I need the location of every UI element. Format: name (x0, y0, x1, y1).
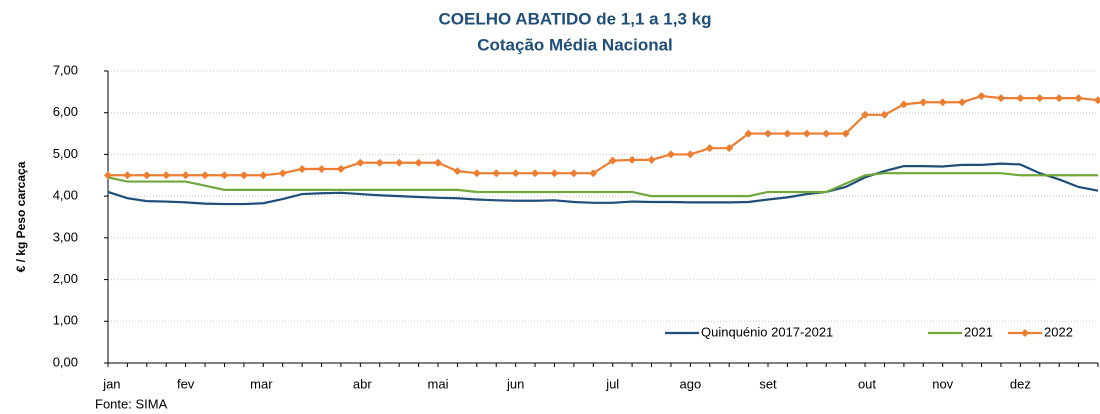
point-marker (472, 169, 481, 178)
point-marker (705, 144, 714, 153)
series-line (107, 172, 1098, 198)
point-marker (1094, 96, 1100, 105)
legend-label: 2022 (1044, 324, 1073, 339)
x-tick-label: mai (428, 376, 449, 391)
y-axis-label: € / kg Peso carcaça (14, 161, 28, 272)
y-tick-label: 5,00 (53, 146, 78, 161)
y-tick-label: 3,00 (53, 229, 78, 244)
point-marker (783, 129, 792, 138)
y-tick-label: 6,00 (53, 104, 78, 119)
point-marker (938, 98, 947, 107)
point-marker (647, 155, 656, 164)
point-marker (569, 169, 578, 178)
point-marker (841, 129, 850, 138)
y-tick-label: 4,00 (53, 188, 78, 203)
point-marker (511, 169, 520, 178)
y-tick-label: 7,00 (53, 62, 78, 77)
x-tick-label: set (759, 376, 777, 391)
point-marker (278, 169, 287, 178)
chart-subtitle: Cotação Média Nacional (477, 35, 673, 54)
x-tick-label: jan (102, 376, 120, 391)
x-tick-label: mar (250, 376, 273, 391)
x-tick-label: fev (177, 376, 195, 391)
point-marker (744, 129, 753, 138)
point-marker (764, 129, 772, 138)
x-tick-label: out (858, 376, 876, 391)
point-marker (958, 98, 967, 107)
point-marker (666, 150, 675, 159)
point-marker (375, 158, 384, 167)
point-marker (453, 167, 462, 176)
legend-label: 2021 (964, 324, 993, 339)
point-marker (492, 169, 501, 178)
x-tick-label: ago (680, 376, 702, 391)
point-marker (1016, 94, 1025, 103)
series-line (108, 94, 1099, 177)
point-marker (880, 110, 889, 119)
point-marker (181, 171, 190, 180)
series-line (107, 162, 1099, 206)
point-marker (686, 150, 695, 159)
point-marker (919, 98, 928, 107)
point-marker (1055, 94, 1064, 103)
point-marker (201, 171, 210, 180)
point-marker (162, 171, 171, 180)
chart-title: COELHO ABATIDO de 1,1 a 1,3 kg (438, 9, 711, 28)
legend-label: Quinquénio 2017-2021 (701, 324, 833, 339)
x-tick-label: dez (1010, 376, 1031, 391)
point-marker (220, 171, 229, 180)
point-marker (628, 155, 637, 164)
point-marker (356, 158, 365, 167)
point-marker (531, 169, 540, 178)
point-marker (802, 129, 811, 138)
point-marker (259, 171, 268, 180)
point-marker (1074, 94, 1083, 103)
point-marker (317, 165, 326, 174)
point-marker (298, 165, 307, 174)
point-marker (996, 94, 1005, 103)
point-marker (395, 158, 404, 167)
point-marker (336, 165, 345, 174)
point-marker (725, 144, 734, 153)
legend-marker (1021, 329, 1029, 337)
y-tick-label: 0,00 (53, 354, 78, 369)
point-marker (550, 169, 559, 178)
x-tick-label: jul (605, 376, 619, 391)
point-marker (123, 171, 132, 180)
point-marker (589, 169, 598, 178)
point-marker (861, 110, 870, 119)
point-marker (1035, 94, 1044, 103)
point-marker (104, 171, 112, 180)
source: Fonte: SIMA (95, 396, 168, 411)
point-marker (414, 158, 423, 167)
point-marker (977, 92, 986, 101)
point-marker (608, 156, 617, 165)
point-marker (822, 129, 831, 138)
point-marker (142, 171, 151, 180)
y-tick-label: 1,00 (53, 313, 78, 328)
point-marker (899, 100, 908, 109)
point-marker (239, 171, 248, 180)
x-tick-label: jun (506, 376, 524, 391)
x-tick-label: abr (353, 376, 372, 391)
x-tick-label: nov (932, 376, 953, 391)
y-tick-label: 2,00 (53, 271, 78, 286)
point-marker (434, 158, 442, 167)
